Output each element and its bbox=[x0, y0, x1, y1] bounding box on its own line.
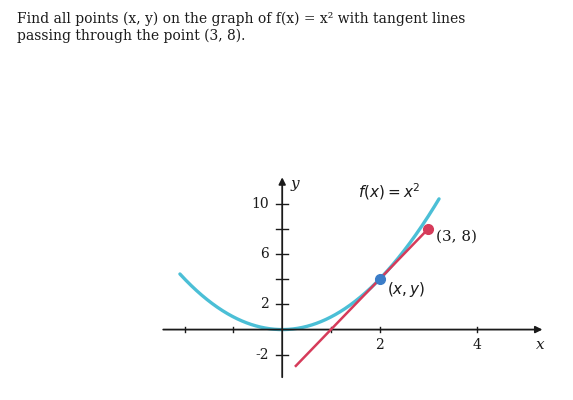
Text: 4: 4 bbox=[473, 338, 481, 352]
Text: y: y bbox=[290, 177, 299, 191]
Text: 2: 2 bbox=[375, 338, 384, 352]
Text: 2: 2 bbox=[260, 297, 269, 311]
Text: $f(x) = x^2$: $f(x) = x^2$ bbox=[358, 181, 420, 202]
Text: x: x bbox=[536, 338, 545, 352]
Text: 10: 10 bbox=[251, 196, 269, 210]
Text: $(x, y)$: $(x, y)$ bbox=[387, 280, 425, 299]
Text: (3, 8): (3, 8) bbox=[435, 229, 477, 243]
Text: 6: 6 bbox=[260, 247, 269, 261]
Text: Find all points (x, y) on the graph of f(x) = x² with tangent lines
passing thro: Find all points (x, y) on the graph of f… bbox=[17, 12, 466, 43]
Text: -2: -2 bbox=[255, 348, 269, 362]
